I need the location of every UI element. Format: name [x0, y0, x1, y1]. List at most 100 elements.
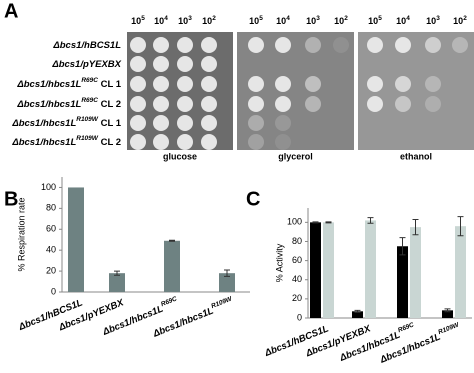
yeast-spot	[201, 134, 217, 150]
medium-label: glucose	[163, 151, 197, 161]
bar	[442, 310, 453, 318]
error-bar	[354, 309, 361, 313]
label-part: Δbcs1/hbcs1L	[16, 79, 81, 90]
panel-label: A	[4, 0, 18, 22]
label-superscript: R109W	[437, 321, 461, 336]
yeast-spot	[201, 37, 217, 53]
dilution-exponent: 2	[344, 15, 348, 22]
medium-label: glycerol	[278, 151, 313, 161]
yeast-spot	[425, 96, 441, 112]
label-superscript: R109W	[210, 295, 234, 310]
dilution-base: 10	[334, 16, 344, 26]
dilution-base: 10	[426, 16, 436, 26]
dilution-exponent: 2	[463, 15, 467, 22]
yeast-spot	[275, 134, 291, 150]
error-bar	[444, 308, 451, 313]
dilution-exponent: 5	[141, 15, 145, 22]
label-superscript: R109W	[76, 116, 99, 123]
yeast-spot	[177, 56, 193, 72]
dilution-label: 104	[154, 15, 168, 26]
bar	[310, 222, 321, 318]
dilution-base: 10	[276, 16, 286, 26]
error-bar	[325, 221, 332, 224]
label-part: Δbcs1/hbcs1L	[16, 99, 81, 110]
yeast-spot	[305, 76, 321, 92]
yeast-spot	[153, 76, 169, 92]
label-part: Δbcs1/hBCS1L	[52, 40, 121, 51]
yeast-spot	[201, 56, 217, 72]
yeast-spot	[201, 115, 217, 131]
yeast-spot	[305, 96, 321, 112]
error-bar	[457, 216, 464, 237]
yeast-spot	[275, 37, 291, 53]
dilution-exponent: 3	[436, 15, 440, 22]
label-part: CL 1	[98, 118, 122, 129]
y-tick-label: 100	[287, 217, 302, 227]
bar	[164, 240, 180, 292]
dilution-label: 105	[249, 15, 263, 26]
label-superscript: R69C	[81, 97, 98, 104]
yeast-spot	[153, 56, 169, 72]
yeast-spot	[177, 96, 193, 112]
bar	[410, 227, 421, 318]
strain-label: Δbcs1/hbcs1LR69C CL 2	[16, 97, 121, 109]
label-part: CL 2	[98, 99, 121, 110]
bar	[68, 187, 84, 292]
error-bar	[367, 217, 374, 224]
bar	[352, 311, 363, 318]
y-axis-label: % Respiration rate	[16, 197, 26, 271]
bar	[219, 273, 235, 292]
y-tick-label: 20	[292, 293, 302, 303]
dilution-base: 10	[306, 16, 316, 26]
y-tick-label: 0	[297, 312, 302, 322]
y-tick-label: 20	[46, 265, 56, 275]
yeast-spot	[395, 96, 411, 112]
dilution-exponent: 3	[188, 15, 192, 22]
y-axis-label: % Activity	[274, 243, 284, 282]
yeast-spot	[275, 115, 291, 131]
label-part: Δbcs1/pYEXBX	[51, 59, 121, 70]
yeast-spot	[177, 134, 193, 150]
medium-label: ethanol	[400, 151, 432, 161]
yeast-spot	[177, 115, 193, 131]
dilution-label: 104	[276, 15, 290, 26]
yeast-spot	[130, 96, 146, 112]
y-tick-label: 100	[41, 182, 56, 192]
error-bar	[312, 221, 319, 224]
yeast-spot	[177, 37, 193, 53]
dilution-label: 102	[202, 15, 216, 26]
y-tick-label: 60	[46, 224, 56, 234]
bar	[455, 226, 466, 318]
dilution-exponent: 4	[164, 15, 168, 22]
bar	[323, 222, 334, 318]
dilution-base: 10	[154, 16, 164, 26]
yeast-spot	[305, 37, 321, 53]
error-bar	[169, 239, 175, 242]
dilution-label: 103	[178, 15, 192, 26]
strain-label: Δbcs1/hbcs1LR109W CL 1	[11, 116, 121, 128]
dilution-exponent: 2	[212, 15, 216, 22]
panel-label: C	[246, 188, 260, 210]
dilution-label: 105	[131, 15, 145, 26]
yeast-spot	[130, 37, 146, 53]
strain-label: Δbcs1/hBCS1L	[52, 40, 121, 51]
yeast-spot	[201, 76, 217, 92]
yeast-spot	[248, 96, 264, 112]
error-bar	[224, 269, 230, 277]
label-part: CL 2	[98, 137, 121, 148]
yeast-spot	[367, 37, 383, 53]
y-tick-label: 40	[46, 245, 56, 255]
dilution-label: 102	[334, 15, 348, 26]
label-superscript: R69C	[160, 296, 178, 309]
error-bar	[412, 218, 419, 236]
yeast-spot	[201, 96, 217, 112]
label-superscript: R69C	[81, 77, 98, 84]
dilution-label: 105	[368, 15, 382, 26]
error-bar	[114, 270, 120, 276]
yeast-spot	[425, 37, 441, 53]
label-part: Δbcs1/hbcs1L	[11, 137, 76, 148]
yeast-spot	[130, 76, 146, 92]
bar	[397, 246, 408, 318]
label-part: Δbcs1/hbcs1L	[11, 118, 76, 129]
